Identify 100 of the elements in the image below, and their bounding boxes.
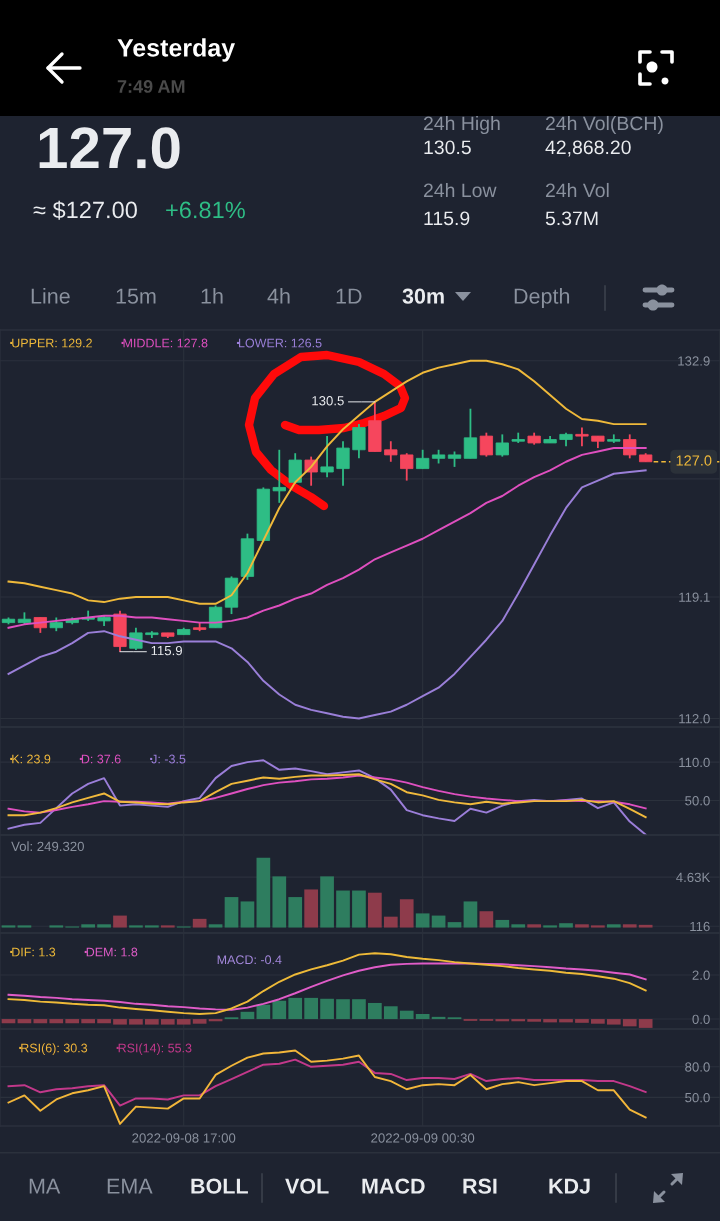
text: ≈ $127.00	[33, 200, 137, 220]
line-series	[7, 469, 647, 720]
bar	[415, 1013, 430, 1020]
candlestick	[336, 440, 350, 487]
bar	[527, 1019, 542, 1022]
legend-label: RSI(6): 30.3	[21, 1043, 88, 1055]
text: 24h Vol	[545, 182, 609, 198]
bar	[49, 1019, 64, 1024]
x-tick-label: 2022-09-08 17:00	[132, 1133, 236, 1143]
text: 7:49 AM	[117, 80, 185, 93]
bar	[288, 897, 303, 928]
y-tick-label: 110.0	[679, 757, 710, 768]
bar	[65, 1019, 80, 1024]
bar	[463, 901, 478, 928]
bar	[575, 924, 589, 928]
bar	[145, 1019, 159, 1025]
bar	[1, 1019, 16, 1024]
text: 30m	[402, 288, 444, 304]
bar	[272, 1000, 287, 1020]
y-tick-label: 116	[690, 921, 710, 932]
bar	[1, 925, 16, 928]
bar	[352, 890, 366, 928]
bar	[622, 1019, 637, 1027]
candlestick	[463, 407, 478, 460]
candlestick	[352, 423, 366, 460]
bar	[638, 924, 653, 928]
bar	[160, 925, 175, 928]
text: 24h Vol(BCH)	[545, 115, 663, 135]
bar	[575, 1019, 589, 1023]
candlestick	[495, 433, 509, 458]
candlestick	[479, 431, 493, 458]
bar	[431, 915, 446, 928]
text: 130.5	[424, 140, 471, 155]
text: VOL	[285, 1178, 329, 1194]
candlestick	[575, 426, 589, 448]
text: Yesterday	[117, 38, 236, 62]
y-tick-label: 112.0	[679, 714, 710, 724]
bar	[129, 925, 143, 928]
bar	[192, 1019, 207, 1024]
legend-label: UPPER: 129.2	[12, 338, 92, 348]
bar	[622, 924, 637, 928]
bar	[368, 1002, 382, 1020]
legend-label: MIDDLE: 127.8	[123, 338, 208, 348]
bar	[145, 925, 159, 928]
bar	[352, 999, 366, 1020]
text: Line	[31, 287, 70, 304]
text: 24h Low	[423, 182, 497, 198]
bar	[304, 997, 318, 1020]
text: RSI	[463, 1178, 497, 1194]
line-series	[7, 359, 647, 605]
bar	[97, 924, 111, 928]
bar	[97, 1019, 111, 1024]
bar	[288, 997, 303, 1020]
bar	[447, 922, 462, 928]
text: 1D	[336, 288, 362, 304]
bar	[606, 1019, 621, 1025]
bar	[320, 876, 334, 928]
x-tick-label: 2022-09-09 00:30	[371, 1133, 475, 1143]
bar	[336, 999, 350, 1020]
y-tick-label: 2.0	[692, 970, 710, 980]
bar	[606, 924, 621, 928]
y-tick-label: 0.0	[692, 1014, 710, 1024]
text: 127.0	[39, 127, 180, 169]
legend-label: D: 37.6	[81, 754, 121, 764]
bar	[399, 899, 414, 928]
y-tick-label: 80.0	[685, 1062, 710, 1072]
chart-title: Vol: 249.320	[11, 841, 84, 852]
y-tick-label: 4.63K	[676, 872, 711, 883]
y-tick-label: 50.0	[685, 796, 710, 806]
bar	[559, 923, 573, 928]
bar	[129, 1019, 143, 1025]
bar	[591, 925, 605, 928]
text: 115.9	[424, 211, 470, 226]
bar	[224, 897, 239, 928]
legend-label: J: -3.5	[151, 754, 186, 764]
text: +6.81%	[166, 201, 245, 219]
bar	[495, 919, 510, 928]
bar	[527, 924, 542, 928]
bar	[304, 889, 318, 928]
bar	[17, 925, 32, 928]
bar	[192, 918, 207, 928]
line-series	[7, 1058, 647, 1107]
bar	[256, 1004, 271, 1020]
y-tick-label: 50.0	[685, 1092, 710, 1103]
bar	[81, 1019, 95, 1024]
text: 1h	[201, 287, 223, 304]
bar	[160, 1019, 175, 1025]
text: 4h	[267, 287, 290, 304]
bar	[383, 916, 398, 928]
bar	[543, 1019, 557, 1023]
bar	[368, 892, 382, 928]
text: EMA	[107, 1178, 153, 1194]
y-tick-label: 119.1	[679, 592, 710, 602]
bar	[591, 1019, 605, 1024]
candlestick	[384, 440, 398, 463]
legend-label: DEM: 1.8	[86, 947, 138, 957]
legend-label: LOWER: 126.5	[239, 338, 322, 348]
text: MA	[29, 1178, 61, 1194]
bar	[511, 924, 526, 928]
bar	[479, 911, 494, 928]
